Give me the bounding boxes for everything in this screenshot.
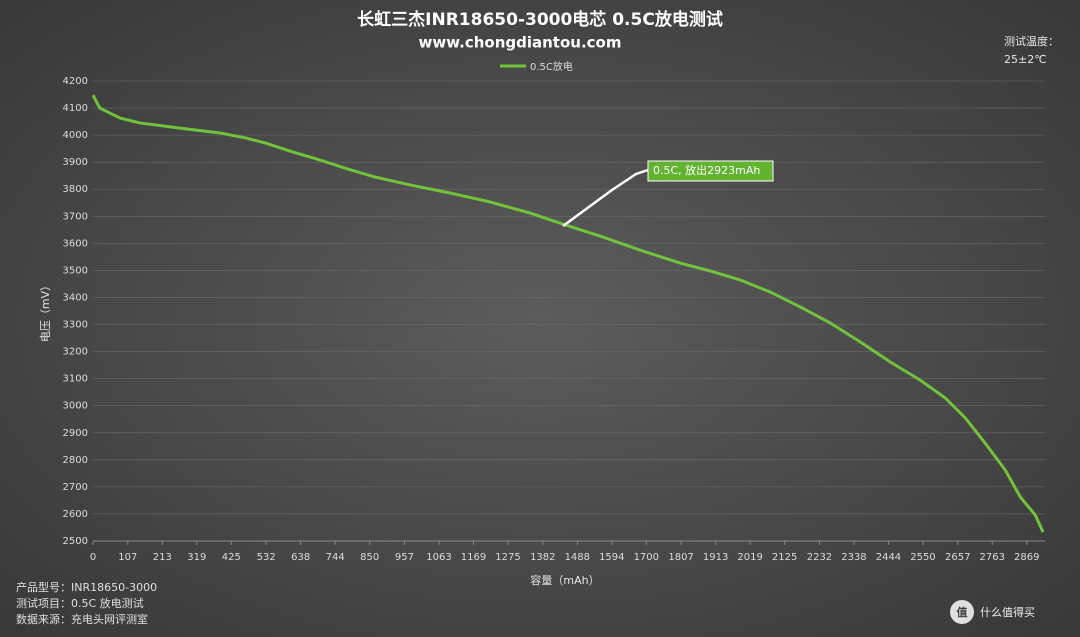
x-tick-label: 213 [153, 552, 172, 563]
x-tick-label: 2125 [772, 552, 797, 563]
y-tick-label: 3300 [63, 320, 88, 331]
x-tick-label: 638 [291, 552, 310, 563]
x-tick-label: 2763 [980, 552, 1005, 563]
x-axis-label: 容量（mAh） [530, 573, 599, 587]
x-tick-label: 1594 [599, 552, 624, 563]
note: 数据来源：充电头网评测室 [16, 612, 148, 626]
x-tick-label: 532 [257, 552, 276, 563]
note: 产品型号：INR18650-3000 [16, 580, 157, 594]
annotation: 0.5C, 放出2923mAh [653, 163, 760, 177]
x-tick-label: 957 [395, 552, 414, 563]
x-tick-label: 319 [187, 552, 206, 563]
y-tick-label: 3400 [63, 292, 88, 303]
y-tick-label: 3100 [63, 374, 88, 385]
y-tick-label: 4200 [63, 76, 88, 87]
chart-title: 长虹三杰INR18650-3000电芯 0.5C放电测试 [357, 9, 723, 30]
x-tick-label: 2444 [876, 552, 901, 563]
chart-subtitle: www.chongdiantou.com [419, 34, 622, 52]
y-tick-label: 2900 [63, 428, 88, 439]
y-tick-label: 4100 [63, 103, 88, 114]
x-tick-label: 2338 [841, 552, 866, 563]
x-tick-label: 107 [118, 552, 137, 563]
temperature-label: 测试温度： [1004, 34, 1059, 48]
x-tick-label: 0 [90, 552, 96, 563]
x-tick-label: 2232 [807, 552, 832, 563]
temperature: 25±2℃ [1004, 53, 1047, 66]
y-tick-label: 3000 [63, 401, 88, 412]
x-tick-label: 1807 [668, 552, 693, 563]
legend-label: 0.5C放电 [530, 60, 573, 73]
y-tick-label: 2700 [63, 482, 88, 493]
x-tick-label: 1488 [565, 552, 590, 563]
y-axis-label: 电压（mV） [39, 280, 52, 342]
y-tick-label: 2800 [63, 455, 88, 466]
watermark-logo: 值 [957, 605, 968, 619]
x-tick-label: 2019 [737, 552, 762, 563]
x-tick-label: 1913 [703, 552, 728, 563]
x-tick-label: 2869 [1014, 552, 1039, 563]
y-tick-label: 3900 [63, 157, 88, 168]
data-line [91, 94, 1045, 533]
x-tick-label: 1275 [495, 552, 520, 563]
y-tick-label: 2600 [63, 509, 88, 520]
y-tick-label: 3500 [63, 265, 88, 276]
x-tick-label: 2657 [945, 552, 970, 563]
watermark-logo-circle [950, 600, 974, 624]
y-tick-label: 3800 [63, 184, 88, 195]
x-tick-label: 1063 [426, 552, 451, 563]
y-tick-label: 2500 [63, 536, 88, 547]
x-tick-label: 1382 [530, 552, 555, 563]
watermark: 什么值得买 [980, 606, 1035, 619]
y-tick-label: 3600 [63, 238, 88, 249]
y-tick-label: 4000 [63, 130, 88, 141]
x-tick-label: 744 [326, 552, 345, 563]
x-tick-label: 2550 [910, 552, 935, 563]
annotation-arrow [562, 168, 649, 228]
x-tick-label: 1169 [461, 552, 486, 563]
x-tick-label: 850 [360, 552, 379, 563]
x-tick-label: 1700 [634, 552, 659, 563]
note: 测试项目：0.5C 放电测试 [16, 596, 144, 610]
annotation-box [647, 160, 774, 182]
y-tick-label: 3200 [63, 347, 88, 358]
x-tick-label: 425 [222, 552, 241, 563]
y-tick-label: 3700 [63, 211, 88, 222]
